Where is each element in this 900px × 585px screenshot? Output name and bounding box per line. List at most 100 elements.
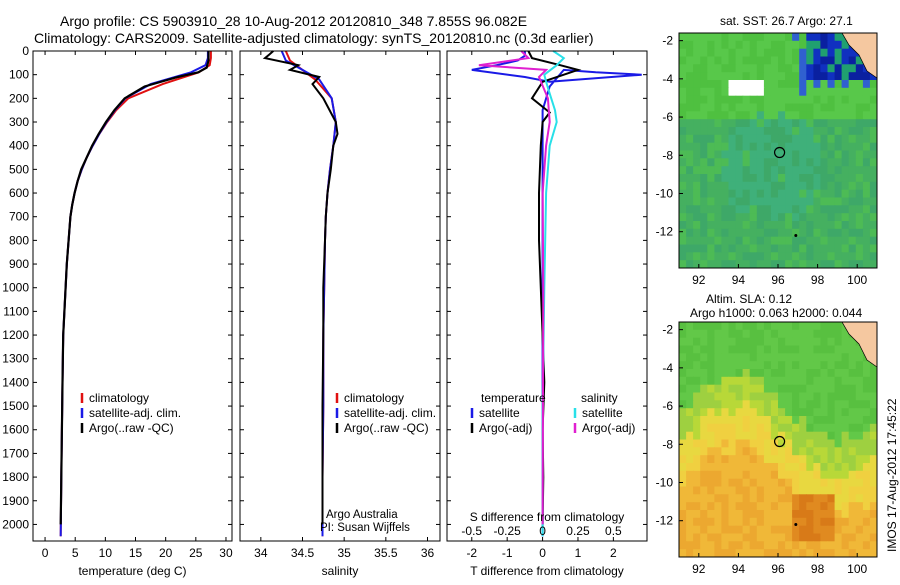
field-cell bbox=[834, 111, 843, 120]
field-cell bbox=[862, 533, 871, 542]
field-cell bbox=[721, 541, 730, 550]
field-cell bbox=[728, 33, 737, 42]
field-cell bbox=[799, 142, 807, 152]
legend-label: satellite-adj. clim. bbox=[89, 406, 181, 420]
field-cell bbox=[827, 455, 836, 464]
field-cell bbox=[827, 95, 836, 105]
field-cell bbox=[799, 119, 807, 128]
field-cell bbox=[778, 392, 786, 401]
field-cell bbox=[707, 166, 715, 175]
field-cell bbox=[827, 376, 836, 386]
field-cell bbox=[841, 431, 850, 441]
field-cell bbox=[820, 221, 829, 230]
field-cell bbox=[841, 541, 850, 550]
field-cell bbox=[855, 533, 864, 542]
field-cell bbox=[756, 205, 765, 214]
field-cell bbox=[855, 111, 864, 120]
field-cell bbox=[714, 384, 723, 394]
field-cell bbox=[742, 470, 751, 480]
field-cell bbox=[763, 64, 772, 73]
field-cell bbox=[679, 40, 687, 50]
field-cell bbox=[686, 48, 694, 58]
field-cell bbox=[756, 463, 765, 472]
field-cell bbox=[770, 174, 779, 183]
field-cell bbox=[834, 494, 843, 503]
field-cell bbox=[855, 502, 864, 511]
field-cell bbox=[721, 252, 730, 261]
field-cell bbox=[742, 158, 751, 167]
field-cell bbox=[728, 392, 737, 401]
field-cell bbox=[855, 400, 864, 409]
field-cell bbox=[778, 533, 786, 542]
field-cell bbox=[707, 494, 715, 503]
field-cell bbox=[848, 72, 857, 81]
x-tick-label: 0 bbox=[42, 546, 49, 560]
field-cell bbox=[735, 260, 744, 268]
field-cell bbox=[778, 33, 786, 42]
field-cell bbox=[707, 486, 715, 495]
field-cell bbox=[806, 337, 814, 347]
map-sla-title2: Argo h1000: 0.063 h2000: 0.044 bbox=[690, 306, 862, 320]
field-cell bbox=[785, 80, 793, 89]
legend-label: satellite-adj. clim. bbox=[344, 406, 436, 420]
field-cell bbox=[778, 455, 786, 464]
field-cell bbox=[756, 181, 765, 191]
field-cell bbox=[686, 221, 694, 230]
field-cell bbox=[686, 142, 694, 152]
field-cell bbox=[834, 64, 843, 73]
field-cell bbox=[820, 181, 829, 191]
field-cell bbox=[792, 369, 800, 378]
field-cell bbox=[841, 87, 850, 97]
field-cell bbox=[714, 166, 723, 175]
field-cell bbox=[841, 510, 850, 519]
field-cell bbox=[686, 525, 694, 535]
field-cell bbox=[813, 494, 822, 503]
field-cell bbox=[700, 48, 708, 58]
field-cell bbox=[756, 525, 765, 535]
field-cell bbox=[778, 376, 786, 386]
field-cell bbox=[756, 510, 765, 519]
field-cell bbox=[735, 119, 744, 128]
field-cell bbox=[848, 221, 857, 230]
field-cell bbox=[785, 87, 793, 97]
legend-diff: temperature salinitysatelliteArgo(-adj)sa… bbox=[470, 391, 635, 435]
field-cell bbox=[806, 142, 814, 152]
field-cell bbox=[869, 95, 877, 105]
field-cell bbox=[862, 119, 871, 128]
field-cell bbox=[679, 392, 687, 401]
field-cell bbox=[721, 517, 730, 527]
field-cell bbox=[679, 103, 687, 112]
field-cell bbox=[749, 236, 758, 246]
field-cell bbox=[848, 150, 857, 159]
field-cell bbox=[799, 494, 807, 503]
field-cell bbox=[742, 439, 751, 448]
field-cell bbox=[749, 56, 758, 65]
field-cell bbox=[862, 236, 871, 246]
field-cell bbox=[869, 478, 877, 488]
field-cell bbox=[792, 510, 800, 519]
field-cell bbox=[834, 322, 843, 331]
field-cell bbox=[749, 244, 758, 253]
x-top-tick-label: -0.5 bbox=[461, 524, 482, 538]
field-cell bbox=[686, 64, 694, 73]
field-cell bbox=[707, 329, 715, 339]
field-cell bbox=[841, 150, 850, 159]
field-cell bbox=[834, 376, 843, 386]
field-cell bbox=[799, 252, 807, 261]
field-cell bbox=[820, 103, 829, 112]
field-cell bbox=[855, 408, 864, 417]
legend-label: Argo(..raw -QC) bbox=[89, 421, 174, 435]
field-cell bbox=[756, 423, 765, 433]
y-tick-label: 600 bbox=[9, 186, 29, 200]
field-cell bbox=[820, 470, 829, 480]
field-cell bbox=[679, 205, 687, 214]
field-cell bbox=[799, 525, 807, 535]
field-cell bbox=[834, 478, 843, 488]
field-cell bbox=[763, 166, 772, 175]
field-cell bbox=[848, 455, 857, 464]
field-cell bbox=[693, 517, 701, 527]
field-cell bbox=[742, 103, 751, 112]
field-cell bbox=[855, 56, 864, 65]
field-cell bbox=[834, 142, 843, 152]
field-cell bbox=[806, 361, 814, 370]
